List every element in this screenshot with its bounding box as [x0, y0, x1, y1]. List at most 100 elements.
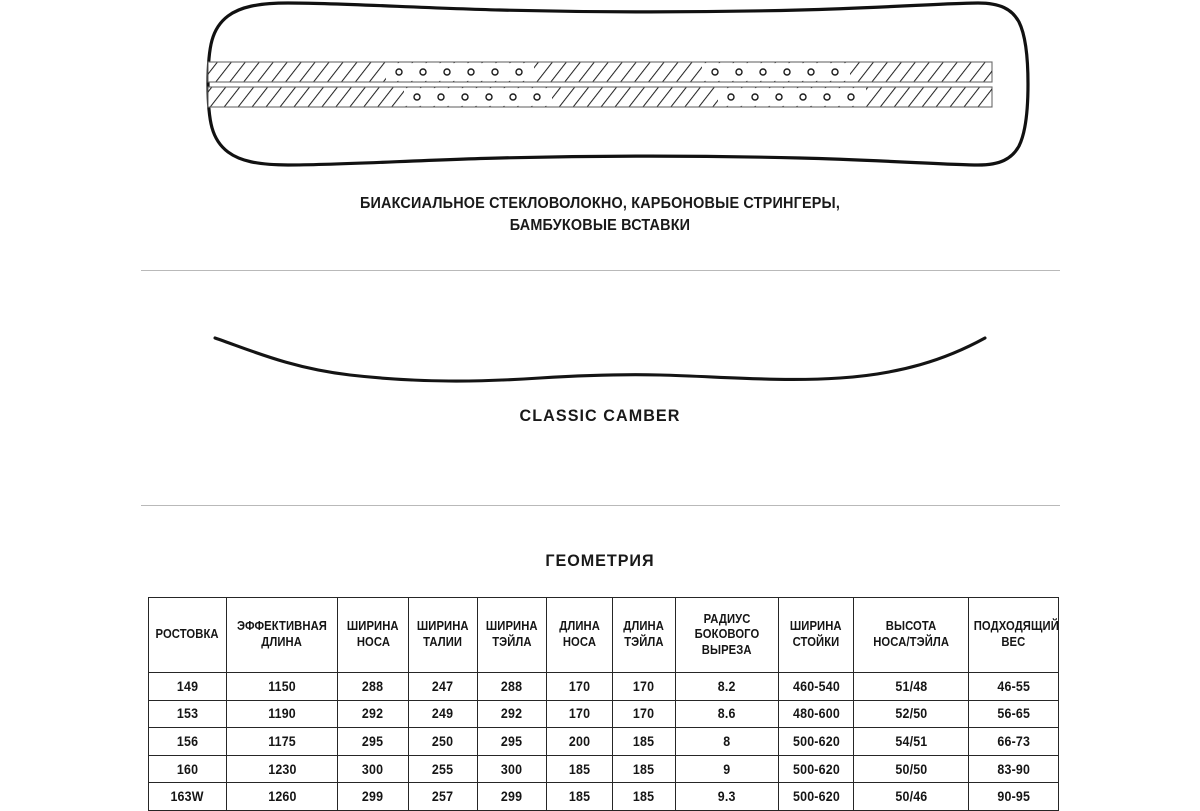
table-cell-value: 170: [612, 672, 676, 701]
table-cell-value: 292: [337, 699, 409, 729]
table-cell-value: 460-540: [778, 672, 854, 701]
table-cell-value: 292: [477, 699, 547, 729]
band-bottom-hatch: [208, 87, 992, 107]
stringer-band-bottom: [207, 86, 993, 108]
table-cell-value: 50/50: [853, 754, 969, 784]
column-header-size: РОСТОВКА: [148, 597, 227, 673]
table-cell-value: 185: [612, 782, 676, 811]
band-bottom-window-right: [718, 88, 866, 106]
table-cell-value: 249: [408, 699, 478, 729]
table-cell-value: 170: [546, 672, 613, 701]
table-cell-value: 185: [612, 727, 676, 756]
table-cell-value: 170: [546, 699, 613, 729]
table-cell-value: 300: [337, 754, 409, 784]
table-cell-value: 46-55: [968, 672, 1059, 701]
table-cell-value: 56-65: [968, 699, 1059, 729]
table-cell-value: 247: [408, 672, 478, 701]
table-cell-value: 66-73: [968, 727, 1059, 756]
table-cell-value: 288: [337, 672, 409, 701]
table-cell-value: 9.3: [675, 782, 779, 811]
table-cell-value: 300: [477, 754, 547, 784]
column-header-tail-length: ДЛИНА ТЭЙЛА: [612, 597, 676, 673]
table-cell-value: 90-95: [968, 782, 1059, 811]
table-row: 156 1175 295 250 295 200 185 8 500-620 54/51 66-73: [148, 727, 1059, 756]
table-cell-value: 500-620: [778, 727, 854, 756]
band-top-window-left: [386, 63, 534, 81]
table-cell-value: 185: [546, 782, 613, 811]
column-header-nose-width: ШИРИНА НОСА: [337, 597, 409, 673]
table-cell-value: 170: [612, 699, 676, 729]
band-bottom-window-left: [404, 88, 552, 106]
table-cell-value: 295: [477, 727, 547, 756]
table-cell-value: 257: [408, 782, 478, 811]
table-cell-value: 500-620: [778, 754, 854, 784]
geometry-table-wrapper: РОСТОВКА ЭФФЕКТИВНАЯ ДЛИНА ШИРИНА НОСА ШИР…: [148, 597, 1059, 811]
table-cell-value: 200: [546, 727, 613, 756]
table-cell-value: 250: [408, 727, 478, 756]
table-cell-value: 185: [546, 754, 613, 784]
table-row: 153 1190 292 249 292 170 170 8.6 480-600 52/50 56-…: [148, 699, 1059, 729]
table-header-row: РОСТОВКА ЭФФЕКТИВНАЯ ДЛИНА ШИРИНА НОСА ШИР…: [148, 597, 1059, 673]
construction-caption-line-1: БИАКСИАЛЬНОЕ СТЕКЛОВОЛОКНО, КАРБОНОВЫЕ С…: [359, 195, 841, 212]
band-top-hatch: [208, 62, 992, 82]
table-cell-size: 153: [148, 699, 227, 729]
table-cell-value: 52/50: [853, 699, 969, 729]
table-cell-value: 500-620: [778, 782, 854, 811]
table-cell-size: 149: [148, 672, 227, 701]
board-outline: [206, 1, 1030, 167]
column-header-stance-width: ШИРИНА СТОЙКИ: [778, 597, 854, 673]
table-cell-value: 9: [675, 754, 779, 784]
insert-holes-bottom-left: [413, 93, 541, 101]
camber-profile-illustration: [0, 320, 1200, 400]
table-cell-value: 1190: [226, 699, 338, 729]
table-cell-value: 1230: [226, 754, 338, 784]
column-header-suitable-weight: ПОДХОДЯЩИЙ ВЕС: [968, 597, 1059, 673]
band-top-window-right: [702, 63, 850, 81]
table-cell-value: 480-600: [778, 699, 854, 729]
column-header-nose-length: ДЛИНА НОСА: [546, 597, 613, 673]
table-cell-size: 163W: [148, 782, 227, 811]
geometry-section-title: ГЕОМЕТРИЯ: [545, 551, 655, 570]
table-cell-value: 50/46: [853, 782, 969, 811]
table-cell-value: 295: [337, 727, 409, 756]
table-cell-value: 8.6: [675, 699, 779, 729]
table-cell-value: 1260: [226, 782, 338, 811]
table-row: 160 1230 300 255 300 185 185 9 500-620 50/50 83-90: [148, 754, 1059, 784]
table-cell-value: 83-90: [968, 754, 1059, 784]
table-cell-value: 8.2: [675, 672, 779, 701]
section-divider-bottom: [141, 505, 1060, 506]
table-cell-value: 255: [408, 754, 478, 784]
camber-label: CLASSIC CAMBER: [519, 406, 681, 425]
table-cell-value: 1175: [226, 727, 338, 756]
insert-holes-top-right: [711, 68, 839, 76]
snowboard-top-view-illustration: [0, 0, 1200, 180]
column-header-sidecut-radius: РАДИУС БОКОВОГО ВЫРЕЗА: [675, 597, 779, 673]
table-row: 149 1150 288 247 288 170 170 8.2 460-540 51/48 46-…: [148, 672, 1059, 701]
column-header-effective-length: ЭФФЕКТИВНАЯ ДЛИНА: [226, 597, 338, 673]
camber-profile-svg: [213, 336, 987, 383]
table-cell-value: 288: [477, 672, 547, 701]
table-cell-value: 51/48: [853, 672, 969, 701]
insert-holes-top-left: [395, 68, 523, 76]
column-header-nose-tail-height: ВЫСОТА НОСА/ТЭЙЛА: [853, 597, 969, 673]
construction-caption: БИАКСИАЛЬНОЕ СТЕКЛОВОЛОКНО, КАРБОНОВЫЕ С…: [42, 193, 1158, 237]
table-cell-value: 54/51: [853, 727, 969, 756]
column-header-tail-width: ШИРИНА ТЭЙЛА: [477, 597, 547, 673]
insert-holes-bottom-right: [727, 93, 855, 101]
stringer-band-top: [207, 61, 993, 83]
construction-caption-line-2: БАМБУКОВЫЕ ВСТАВКИ: [509, 217, 691, 234]
board-top-view-svg: [206, 1, 1030, 167]
table-cell-value: 8: [675, 727, 779, 756]
table-cell-value: 299: [477, 782, 547, 811]
camber-curve: [213, 336, 987, 383]
geometry-table-body: 149 1150 288 247 288 170 170 8.2 460-540 51/48 46-…: [148, 672, 1059, 811]
section-divider-top: [141, 270, 1060, 271]
table-cell-value: 1150: [226, 672, 338, 701]
table-cell-size: 156: [148, 727, 227, 756]
table-row: 163W 1260 299 257 299 185 185 9.3 500-620 50/46 90…: [148, 782, 1059, 811]
column-header-waist-width: ШИРИНА ТАЛИИ: [408, 597, 478, 673]
table-cell-value: 185: [612, 754, 676, 784]
table-cell-size: 160: [148, 754, 227, 784]
table-cell-value: 299: [337, 782, 409, 811]
